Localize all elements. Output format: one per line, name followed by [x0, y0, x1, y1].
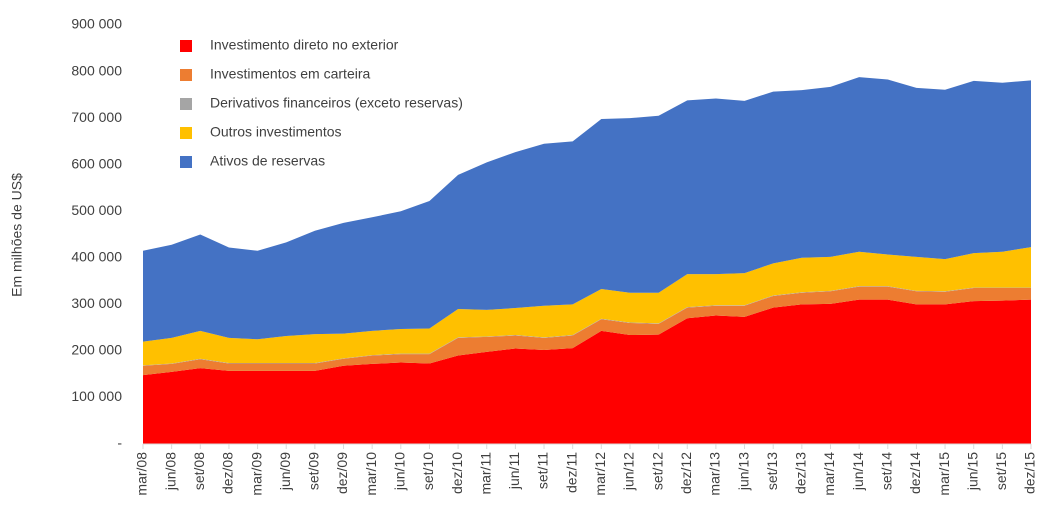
- x-tick-label: dez/11: [563, 452, 579, 493]
- y-tick-label: 300 000: [71, 295, 122, 311]
- x-tick-label: set/08: [191, 452, 207, 490]
- x-tick-label: set/15: [993, 452, 1009, 490]
- y-tick-label: 900 000: [71, 16, 122, 32]
- area: [143, 286, 1031, 376]
- x-tick-label: jun/10: [392, 452, 408, 491]
- x-tick-label: jun/15: [964, 452, 980, 491]
- legend-label: Investimento direto no exterior: [210, 37, 399, 53]
- x-tick-label: mar/11: [477, 452, 493, 495]
- legend-label: Derivativos financeiros (exceto reservas…: [210, 95, 463, 111]
- y-tick-label: 700 000: [71, 109, 122, 125]
- x-tick-label: mar/09: [248, 452, 264, 496]
- x-tick-label: jun/14: [850, 452, 866, 491]
- legend-swatch: [180, 98, 192, 110]
- x-tick-label: dez/12: [678, 452, 694, 494]
- x-tick-label: dez/08: [220, 452, 236, 494]
- legend-swatch: [180, 127, 192, 139]
- x-tick-label: set/14: [878, 452, 894, 490]
- x-tick-label: mar/13: [707, 452, 723, 496]
- x-tick-label: dez/09: [334, 452, 350, 494]
- legend-swatch: [180, 40, 192, 52]
- legend-label: Outros investimentos: [210, 124, 342, 140]
- legend-swatch: [180, 69, 192, 81]
- y-tick-label: 500 000: [71, 202, 122, 218]
- area: [143, 247, 1031, 366]
- x-tick-label: dez/10: [449, 452, 465, 494]
- x-tick-label: jun/08: [162, 452, 178, 491]
- x-tick-label: set/13: [764, 452, 780, 490]
- x-tick-label: set/11: [535, 452, 551, 489]
- area: [143, 299, 1031, 444]
- x-tick-label: mar/12: [592, 452, 608, 496]
- x-tick-label: set/09: [306, 452, 322, 490]
- area: [143, 77, 1031, 342]
- x-tick-label: mar/08: [134, 452, 150, 496]
- x-tick-label: jun/12: [621, 452, 637, 491]
- x-tick-label: set/12: [649, 452, 665, 490]
- x-tick-label: dez/14: [907, 452, 923, 494]
- y-tick-label: 800 000: [71, 62, 122, 78]
- legend-swatch: [180, 156, 192, 168]
- x-tick-label: mar/15: [936, 452, 952, 496]
- y-tick-label: 100 000: [71, 388, 122, 404]
- x-tick-label: jun/13: [735, 452, 751, 491]
- y-tick-label: -: [117, 435, 122, 451]
- legend-label: Investimentos em carteira: [210, 66, 370, 82]
- y-tick-label: 200 000: [71, 342, 122, 358]
- y-tick-label: 600 000: [71, 155, 122, 171]
- y-axis-title: Em milhões de US$: [9, 173, 25, 297]
- legend-label: Ativos de reservas: [210, 153, 325, 169]
- x-tick-label: jun/11: [506, 452, 522, 490]
- x-tick-label: mar/14: [821, 452, 837, 496]
- x-tick-label: dez/15: [1022, 452, 1038, 494]
- x-tick-label: mar/10: [363, 452, 379, 496]
- x-tick-label: dez/13: [793, 452, 809, 494]
- y-tick-label: 400 000: [71, 248, 122, 264]
- x-tick-label: jun/09: [277, 452, 293, 491]
- x-tick-label: set/10: [420, 452, 436, 490]
